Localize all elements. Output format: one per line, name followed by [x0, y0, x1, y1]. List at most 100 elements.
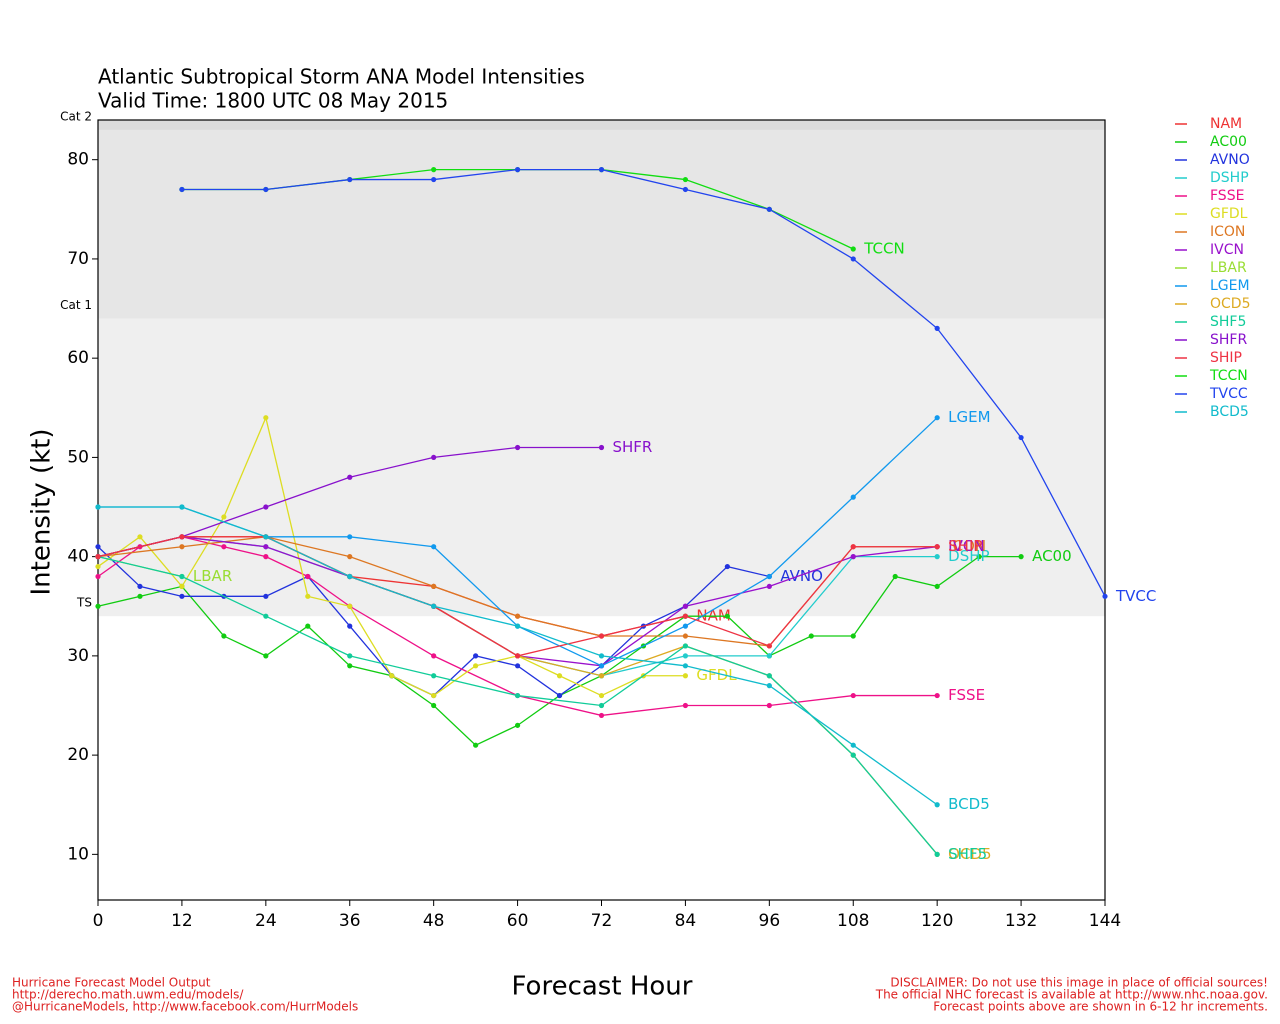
y-tick-label: 10: [67, 844, 89, 864]
series-end-label: IVCN: [948, 537, 984, 555]
x-tick-label: 24: [255, 911, 277, 931]
legend-label: IVCN: [1210, 242, 1244, 258]
data-point: [682, 603, 689, 609]
chart-title: Atlantic Subtropical Storm ANA Model Int…: [98, 65, 585, 89]
intensity-band: [98, 120, 1105, 130]
data-point: [682, 663, 689, 669]
data-point: [431, 653, 437, 659]
disclaimer: DISCLAIMER: Do not use this image in pla…: [890, 976, 1268, 990]
legend-label: FSSE: [1210, 188, 1244, 204]
data-point: [347, 176, 353, 183]
data-point: [263, 613, 269, 619]
series-end-label: ICON: [948, 537, 986, 555]
data-point: [514, 692, 521, 699]
data-point: [766, 583, 772, 590]
data-point: [347, 474, 353, 480]
data-point: [766, 643, 772, 649]
data-point: [305, 573, 311, 580]
y-tick-label: 40: [67, 547, 89, 567]
data-point: [179, 573, 185, 580]
data-point: [934, 692, 940, 699]
legend-label: LBAR: [1210, 260, 1247, 276]
legend-label: AC00: [1210, 134, 1247, 150]
data-point: [221, 544, 227, 550]
data-point: [682, 623, 689, 629]
data-point: [850, 633, 856, 639]
data-point: [682, 673, 689, 679]
series-end-label: SHIP: [948, 537, 982, 555]
x-axis-label: Forecast Hour: [512, 972, 693, 1002]
data-point: [514, 613, 521, 619]
data-point: [934, 544, 940, 550]
data-point: [514, 444, 521, 451]
footer-note: @HurricaneModels, http://www.facebook.co…: [12, 1000, 358, 1014]
data-point: [347, 534, 353, 540]
series-end-label: TVCC: [1115, 587, 1156, 605]
data-point: [682, 176, 689, 183]
data-point: [347, 653, 353, 659]
data-point: [473, 742, 479, 748]
legend-label: GFDL: [1210, 206, 1248, 222]
intensity-band: [98, 129, 1105, 319]
data-point: [431, 673, 437, 679]
data-point: [179, 583, 185, 590]
data-point: [431, 603, 437, 609]
x-tick-label: 0: [93, 911, 104, 931]
data-point: [850, 256, 856, 262]
series-end-label: LBAR: [193, 567, 232, 585]
data-point: [934, 802, 940, 808]
series-line: [181, 168, 1106, 597]
threshold-label: Cat 2: [60, 109, 92, 123]
data-point: [263, 544, 269, 550]
legend-label: AVNO: [1210, 152, 1250, 168]
data-point: [598, 444, 605, 451]
y-axis-label: Intensity (kt): [27, 429, 57, 596]
x-tick-label: 132: [1005, 911, 1037, 931]
data-point: [1102, 593, 1108, 599]
series-end-label: BCD5: [948, 795, 990, 813]
series-end-label: GFDL: [696, 666, 737, 684]
data-point: [1018, 434, 1024, 441]
x-tick-label: 60: [507, 911, 529, 931]
data-point: [850, 742, 856, 748]
series-end-label: LGEM: [948, 408, 990, 426]
data-point: [347, 603, 353, 609]
footer-note: http://derecho.math.uwm.edu/models/: [12, 988, 244, 1002]
footer-note: Hurricane Forecast Model Output: [12, 976, 211, 990]
data-point: [95, 504, 101, 510]
series-end-label: SHFR: [613, 438, 653, 456]
data-point: [598, 712, 605, 719]
data-point: [766, 673, 772, 679]
x-tick-label: 36: [339, 911, 361, 931]
series-end-label: FSSE: [948, 686, 985, 704]
data-point: [682, 643, 689, 649]
data-point: [347, 663, 353, 669]
data-point: [892, 573, 898, 580]
disclaimer: The official NHC forecast is available a…: [875, 988, 1268, 1002]
data-point: [682, 653, 689, 659]
data-point: [473, 663, 479, 669]
y-tick-label: 60: [67, 348, 89, 368]
data-point: [598, 692, 605, 699]
disclaimer: Forecast points above are shown in 6-12 …: [933, 1000, 1268, 1014]
data-point: [431, 692, 437, 699]
data-point: [95, 544, 101, 550]
data-point: [263, 534, 269, 540]
legend-label: BCD5: [1210, 404, 1249, 420]
data-point: [766, 206, 772, 212]
data-point: [682, 702, 689, 709]
legend-label: ICON: [1210, 224, 1245, 240]
series-end-label: DSHP: [948, 547, 989, 565]
y-tick-label: 80: [67, 150, 89, 170]
legend-label: TCCN: [1209, 368, 1248, 384]
x-tick-label: 144: [1089, 911, 1121, 931]
x-tick-label: 12: [171, 911, 193, 931]
data-point: [305, 593, 311, 599]
data-point: [95, 573, 101, 580]
legend-label: SHFR: [1210, 332, 1247, 348]
data-point: [850, 692, 856, 699]
data-point: [850, 752, 856, 758]
data-point: [766, 683, 772, 689]
data-point: [682, 613, 689, 619]
data-point: [347, 623, 353, 629]
